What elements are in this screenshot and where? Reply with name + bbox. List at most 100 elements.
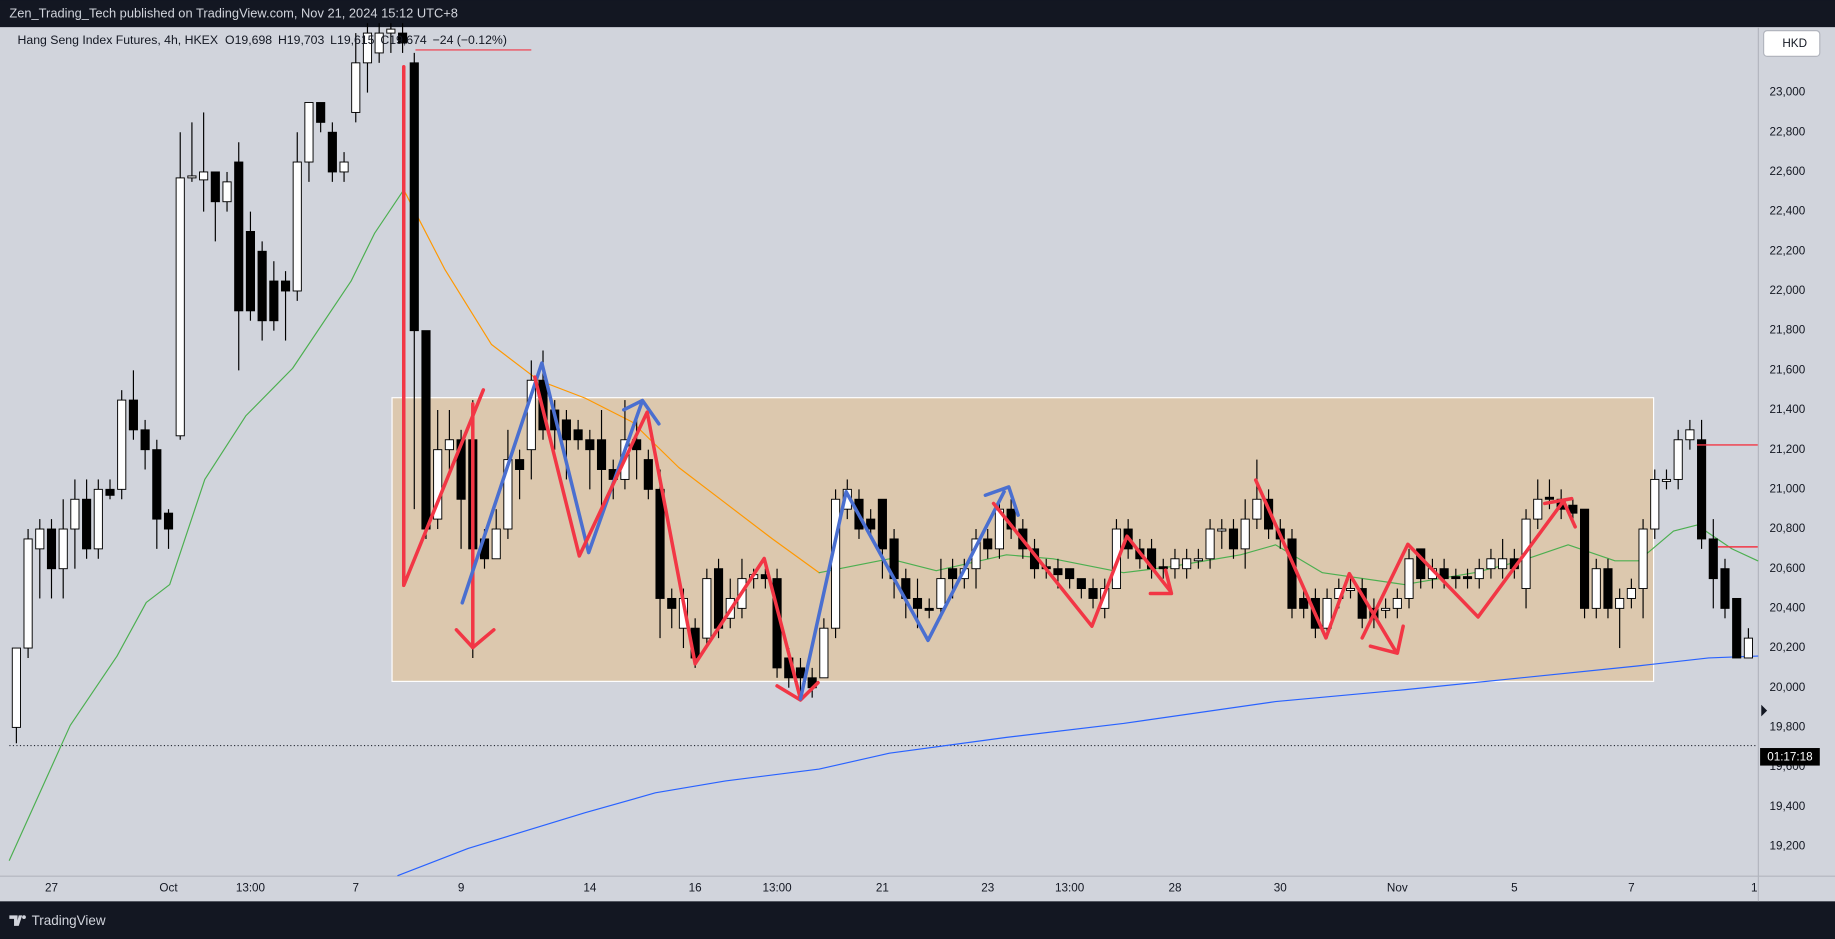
candle-body [234, 161, 244, 312]
scroll-marker [1761, 704, 1768, 717]
candle-body [1451, 576, 1461, 580]
candle-body [819, 627, 829, 679]
candle-body [795, 667, 806, 679]
trend-drawing [401, 65, 486, 588]
candle-body [1732, 597, 1742, 659]
y-tick-label: 21,000 [1769, 482, 1805, 495]
candle-body [199, 171, 209, 181]
trend-drawing [454, 628, 496, 650]
y-tick-label: 19,400 [1769, 800, 1805, 813]
y-tick-label: 19,800 [1769, 720, 1805, 733]
candle-body [1638, 528, 1648, 590]
y-tick-label: 21,800 [1769, 324, 1805, 337]
ohlc-low: L19,615 [330, 33, 375, 47]
y-tick-label: 21,400 [1769, 403, 1805, 416]
candle-body [1603, 568, 1613, 609]
candle-body [444, 439, 454, 451]
change: −24 (−0.12%) [433, 33, 507, 47]
x-tick-label: 16 [689, 882, 702, 895]
candle-body [526, 379, 536, 451]
candle-body [1626, 588, 1636, 599]
candle-body [877, 498, 887, 550]
symbol-title: Hang Seng Index Futures, 4h, HKEX [18, 33, 218, 47]
candle-body [163, 512, 174, 530]
candle-body [421, 330, 431, 530]
candle-body [1287, 538, 1297, 609]
x-tick-label: 23 [981, 882, 994, 895]
candle-body [643, 459, 653, 490]
candle-body [187, 175, 197, 179]
candle-body [561, 419, 571, 441]
trend-drawing [991, 501, 1173, 628]
currency-button[interactable] [1763, 30, 1821, 57]
candle-body [1661, 478, 1672, 482]
candle-body [1486, 558, 1496, 570]
candle-body [983, 538, 993, 550]
candle-body [1591, 568, 1601, 609]
candle-body [1533, 498, 1543, 520]
candle-body [222, 181, 232, 203]
candle-body [210, 171, 220, 203]
publish-header: Zen_Trading_Tech published on TradingVie… [9, 6, 458, 21]
candle-body [1088, 588, 1098, 599]
candle-body [117, 399, 127, 490]
candle-body [1205, 528, 1215, 560]
y-tick-label: 20,400 [1769, 601, 1805, 614]
candle-body [1228, 528, 1239, 550]
candle-body [1439, 568, 1449, 580]
candle-body [257, 250, 267, 322]
candle-body [924, 607, 934, 611]
candle-body [1498, 558, 1508, 570]
candle-body [667, 597, 677, 609]
trend-drawing [533, 375, 803, 701]
candle-body [948, 568, 958, 580]
candle-body [515, 459, 525, 470]
x-tick-label: 7 [1628, 882, 1635, 895]
y-tick-label: 21,600 [1769, 363, 1805, 376]
candle-body [374, 32, 384, 54]
candle-body [1544, 496, 1555, 500]
candle-body [585, 439, 595, 451]
candle-body [1182, 558, 1192, 570]
candle-body [702, 578, 712, 639]
candle-body [93, 488, 103, 550]
candle-body [433, 449, 443, 520]
candle-body [1685, 429, 1695, 441]
candle-body [1474, 568, 1484, 580]
trend-drawing [1368, 624, 1405, 655]
logo-dot [22, 915, 26, 920]
candle-body [503, 459, 513, 530]
logo-mark [9, 915, 23, 926]
trend-drawing [983, 485, 1020, 517]
candle-body [327, 131, 337, 173]
candle-body [339, 161, 349, 173]
candle-body [316, 102, 326, 123]
countdown: 01:17:18 [1767, 750, 1813, 763]
candle-body [269, 280, 279, 322]
candle-body [1170, 558, 1180, 570]
drawing-layer [401, 65, 1758, 702]
x-tick-label: 1 [1751, 882, 1758, 895]
x-tick-label: 9 [458, 882, 465, 895]
candle-body [1053, 568, 1063, 576]
candle-body [35, 528, 45, 550]
x-tick-label: 21 [876, 882, 889, 895]
x-tick-label: 13:00 [1055, 882, 1085, 895]
axis-layer: 19,20019,40019,60019,80020,00020,20020,4… [45, 86, 1806, 895]
moving-average [8, 189, 405, 861]
candle-body [11, 647, 21, 728]
y-tick-label: 20,800 [1769, 522, 1805, 535]
candle-body [1404, 558, 1414, 599]
y-tick-label: 20,000 [1769, 681, 1805, 694]
candle-body [456, 439, 466, 500]
candle-body [1392, 597, 1402, 609]
candle-body [386, 28, 396, 34]
tradingview-logo[interactable]: TradingView [9, 913, 106, 928]
candle-body [280, 280, 291, 292]
candle-body [1615, 597, 1625, 609]
y-tick-label: 19,200 [1769, 840, 1805, 853]
trend-drawing [1360, 499, 1577, 640]
countdown-box [1760, 748, 1820, 766]
